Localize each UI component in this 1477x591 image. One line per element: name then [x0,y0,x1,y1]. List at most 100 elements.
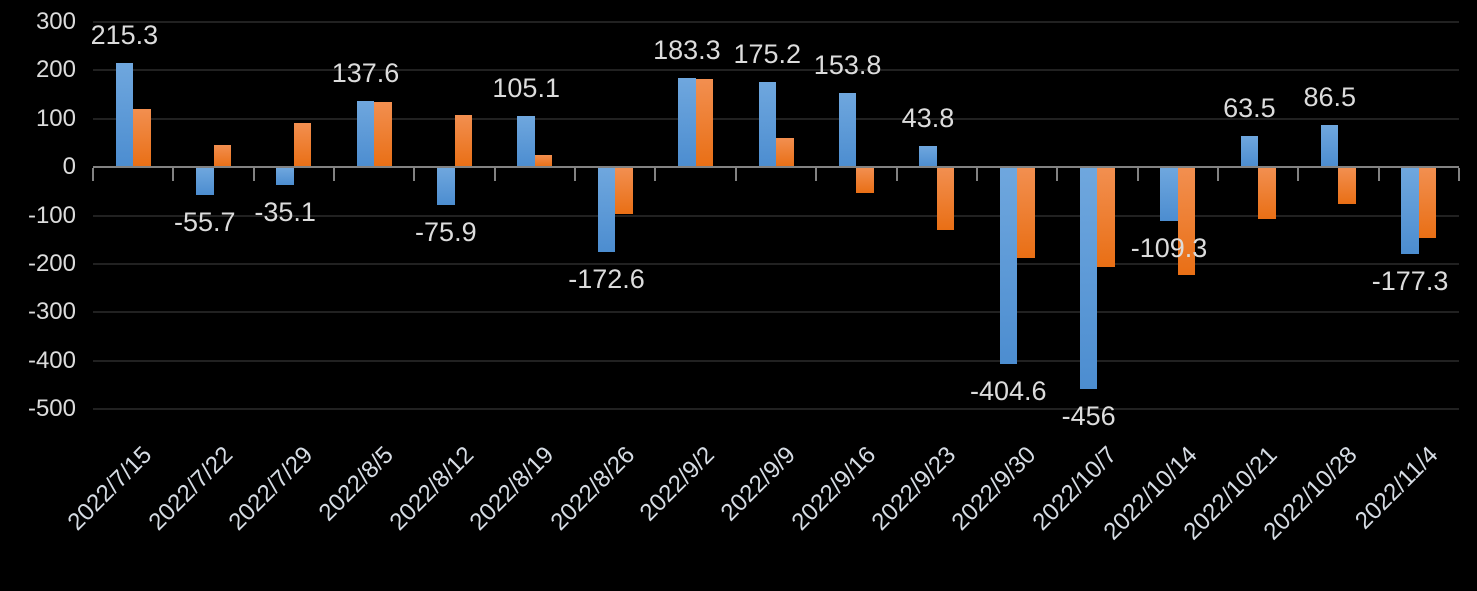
gridline [93,311,1459,314]
bar-blue [758,82,776,168]
bar-orange [1097,168,1115,267]
axis-tick-mark [1136,168,1139,182]
x-axis-label: 2022/9/2 [634,441,721,527]
x-axis-label: 2022/8/26 [545,441,640,536]
gridline [93,359,1459,362]
gridline [93,262,1459,265]
bar-orange [133,109,151,168]
axis-tick-mark [252,168,255,182]
data-label: 215.3 [90,19,159,50]
y-axis-tick-label: 300 [35,8,76,35]
bar-orange [1177,168,1196,276]
axis-tick-mark [734,168,737,182]
y-axis-tick-label: -500 [27,395,76,422]
data-label: 105.1 [492,73,560,104]
y-axis-tick-label: -100 [27,201,76,229]
axis-tick-mark [975,168,978,182]
bar-blue [356,100,375,168]
bar-orange [615,168,633,214]
axis-tick-mark [1216,168,1219,182]
y-axis-tick-label: 200 [35,56,76,84]
data-label: -75.9 [415,216,477,247]
bar-blue [1240,136,1259,168]
axis-tick-mark [815,168,818,182]
bar-blue [919,145,937,168]
x-axis-label: 2022/7/15 [62,441,158,536]
y-axis-tick-label: 100 [35,104,76,132]
bar-orange [776,138,794,168]
data-label: 175.2 [733,39,802,70]
bar-blue [838,92,857,168]
bar-blue [597,168,616,252]
data-label: 153.8 [813,49,882,80]
bar-blue [1401,168,1419,254]
bar-orange [534,155,553,168]
gridline [93,408,1459,410]
x-axis-label: 2022/9/30 [946,441,1042,536]
data-label: 137.6 [331,57,400,88]
x-axis-label: 2022/7/29 [223,441,319,536]
bar-orange [213,145,232,168]
data-label: 43.8 [901,102,955,133]
bar-blue [1320,125,1339,168]
y-axis-tick-label: 0 [62,153,76,181]
gridline [93,117,1459,120]
bar-blue [517,116,535,168]
axis-tick-mark [574,168,577,182]
axis-tick-mark [1297,168,1300,182]
bar-blue [1160,168,1178,221]
data-label: -55.7 [173,207,236,238]
x-axis-label: 2022/8/12 [384,441,479,536]
data-label: 63.5 [1223,93,1276,124]
bar-blue [437,168,455,205]
axis-tick-mark [92,168,94,182]
data-label: -35.1 [254,197,316,228]
x-axis-label: 2022/9/23 [866,441,962,536]
bar-blue [115,62,134,168]
axis-tick-mark [1458,168,1460,182]
x-axis-label: 2022/8/19 [464,441,560,536]
x-axis-label: 2022/7/22 [143,441,238,536]
bar-orange [1338,168,1356,204]
y-axis-tick-label: -200 [27,249,76,277]
bar-blue [999,168,1018,364]
zero-axis-line [93,166,1459,169]
gridline [93,69,1459,72]
y-axis-tick-label: -400 [27,346,76,374]
axis-tick-mark [172,168,175,182]
bar-orange [1258,168,1276,220]
gridline [93,214,1459,217]
axis-tick-mark [654,168,657,182]
y-axis-tick-label: -300 [27,298,76,326]
bar-orange [293,123,312,168]
bar-orange [1017,168,1035,258]
data-label: 183.3 [653,35,721,66]
axis-tick-mark [895,168,898,182]
axis-tick-mark [1056,168,1059,182]
bar-orange [454,115,473,168]
axis-tick-mark [493,168,496,182]
bar-orange [695,78,714,168]
bar-orange [856,168,874,194]
bar-blue [276,168,294,186]
data-label: -109.3 [1130,232,1208,263]
bar-blue [1079,168,1098,389]
bar-blue [196,168,214,196]
data-label: -456 [1061,400,1116,431]
axis-tick-mark [333,168,336,182]
axis-tick-mark [413,168,416,182]
x-axis-label: 2022/11/4 [1349,441,1444,535]
bar-orange [374,101,392,168]
data-label: -404.6 [970,375,1047,406]
gridline [93,21,1459,23]
data-label: 86.5 [1303,82,1356,113]
data-label: -172.6 [568,263,645,294]
bar-orange [936,168,955,231]
